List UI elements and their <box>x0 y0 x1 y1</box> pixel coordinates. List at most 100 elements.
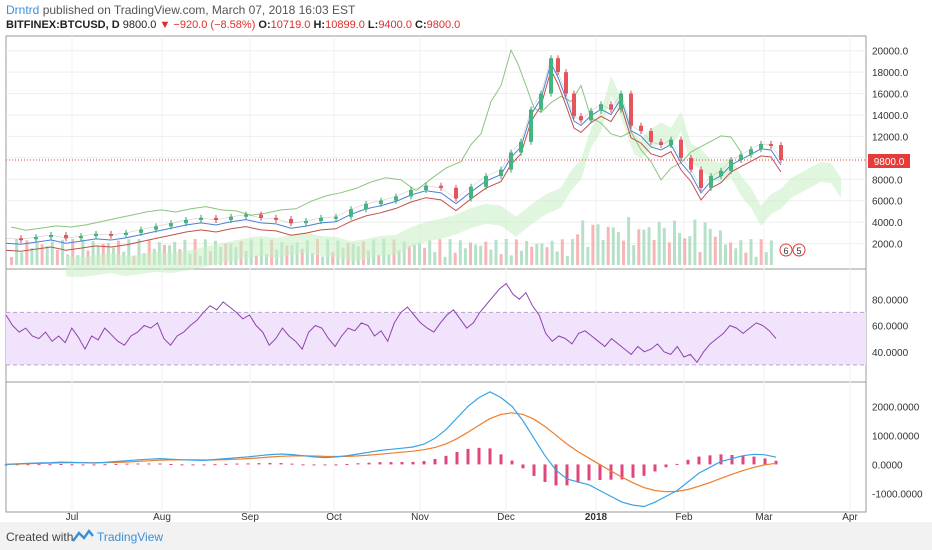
volume-bar <box>61 239 64 265</box>
volume-bar <box>596 224 600 265</box>
candle-body <box>779 145 783 160</box>
macd-histogram-bar <box>180 464 184 466</box>
candle-body <box>199 217 203 220</box>
x-axis-label: 2018 <box>585 512 608 522</box>
candle-body <box>699 169 703 188</box>
x-axis-label: Apr <box>842 512 858 522</box>
event-marker-1: 6 <box>783 246 788 256</box>
volume-bar <box>331 251 335 265</box>
volume-bar <box>514 239 518 265</box>
candle-body <box>769 143 773 146</box>
volume-bar <box>560 239 564 265</box>
open-label: O: <box>258 19 271 31</box>
volume-bar <box>540 243 544 265</box>
candle-body <box>579 116 583 121</box>
price-y-tick: 4000.0 <box>872 218 903 229</box>
symbol-line: BITFINEX:BTCUSD, D 9800.0 ▼ −920.0 (−8.5… <box>6 19 460 31</box>
candle-body <box>79 236 83 239</box>
candle-body <box>529 109 533 142</box>
volume-bar <box>749 239 753 265</box>
volume-bar <box>729 242 733 265</box>
macd-histogram-bar <box>15 464 19 466</box>
candle-body <box>484 176 488 187</box>
volume-bar <box>693 219 697 265</box>
event-marker-icon[interactable] <box>779 243 793 257</box>
x-axis-label: Feb <box>675 512 693 522</box>
chart-canvas[interactable]: 2000.04000.06000.08000.010000.012000.014… <box>0 34 932 522</box>
author-link[interactable]: Drntrd <box>6 3 40 17</box>
volume-bar <box>254 255 258 265</box>
candle-body <box>169 223 173 227</box>
macd-histogram-bar <box>81 464 85 466</box>
volume-bar <box>632 245 636 265</box>
volume-bar <box>509 255 513 265</box>
macd-histogram-bar <box>356 463 360 465</box>
candle-body <box>749 149 753 155</box>
candle-body <box>364 203 368 210</box>
gridlines <box>6 36 866 512</box>
volume-bar <box>642 229 646 265</box>
symbol-name[interactable]: BITFINEX:BTCUSD, D <box>6 19 120 31</box>
macd-histogram-bar <box>576 464 580 483</box>
volume-bar <box>555 251 559 265</box>
volume-bar <box>703 222 707 265</box>
candle-body <box>599 104 603 111</box>
macd-histogram-bar <box>235 463 239 465</box>
volume-bar <box>724 244 727 265</box>
candle-body <box>589 110 593 121</box>
price-tag-label: 9800.0 <box>874 157 905 168</box>
event-markers[interactable]: 6 5 <box>779 243 806 257</box>
macd-histogram-bar <box>246 463 250 465</box>
volume-bar <box>739 240 743 265</box>
tradingview-logo-icon[interactable] <box>72 529 94 543</box>
macd-histogram-bar <box>741 455 745 465</box>
macd-histogram-bar <box>147 463 151 465</box>
x-axis-label: Dec <box>497 512 515 522</box>
volume-bar <box>616 231 620 265</box>
candle-body <box>649 131 653 142</box>
publish-line: Drntrd published on TradingView.com, Mar… <box>6 3 355 17</box>
macd-histogram-bar <box>774 460 778 465</box>
volume-bar <box>20 252 24 265</box>
macd-histogram-bar <box>367 462 371 465</box>
candle-body <box>49 235 53 238</box>
candle-body <box>709 176 713 188</box>
candle-body <box>729 160 733 171</box>
macd-histogram-bar <box>675 463 679 465</box>
volume-bar <box>428 240 432 265</box>
volume-bar <box>652 240 656 265</box>
macd-histogram-bar <box>279 463 283 465</box>
volume-bar <box>657 221 661 265</box>
published-text: published on TradingView.com, March 07, … <box>42 3 356 17</box>
macd-histogram-bar <box>565 464 569 486</box>
volume-bar <box>764 252 768 265</box>
volume-bar <box>91 241 95 265</box>
volume-bar <box>601 239 605 265</box>
candle-body <box>259 214 263 218</box>
candle-body <box>244 214 248 217</box>
volume-bar <box>377 254 381 265</box>
candle-body <box>572 93 576 117</box>
candle-body <box>509 152 513 170</box>
candle-body <box>154 226 158 230</box>
volume-bar <box>402 241 406 265</box>
candle-body <box>719 170 723 177</box>
candle-body <box>394 196 398 201</box>
volume-bar <box>606 226 610 265</box>
volume-bar <box>688 236 692 265</box>
event-marker-icon[interactable] <box>792 243 806 257</box>
volume-bar <box>489 249 493 265</box>
tradingview-brand[interactable]: TradingView <box>97 530 164 544</box>
macd-histogram-bar <box>4 464 8 466</box>
lagging-span-line <box>10 48 742 231</box>
x-axis-label: Oct <box>326 512 342 522</box>
volume-bar <box>45 245 49 265</box>
volume-bar <box>611 227 615 265</box>
volume-bar <box>637 229 641 265</box>
volume-bar <box>744 252 748 265</box>
macd-histogram-bar <box>48 464 52 466</box>
volume-bar <box>25 240 29 265</box>
macd-histogram-bar <box>653 464 657 472</box>
candle-body <box>349 209 353 217</box>
rsi-band <box>6 311 866 366</box>
